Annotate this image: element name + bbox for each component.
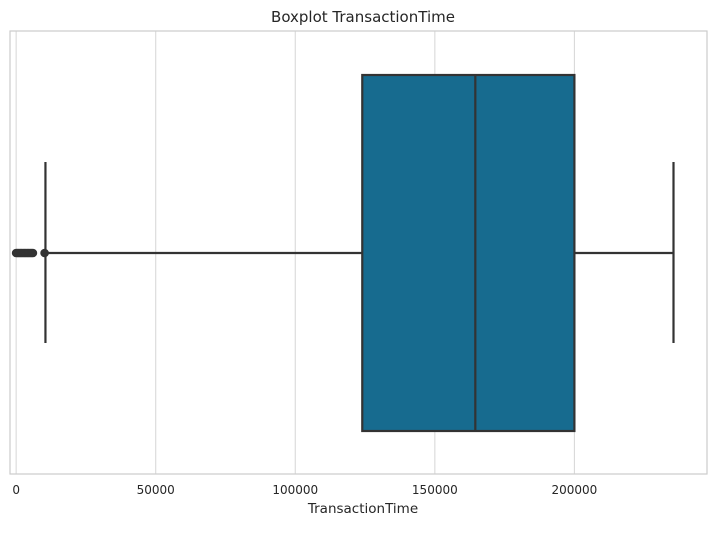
x-tick-label: 150000 [412,483,458,497]
tick-layer: 0 50000 100000 150000 200000 [12,483,597,497]
chart-title: Boxplot TransactionTime [271,8,455,26]
x-axis-label: TransactionTime [307,501,418,517]
outlier-point [40,248,49,258]
box-layer [44,73,675,433]
x-tick-label: 100000 [272,483,318,497]
x-tick-label: 0 [12,483,20,497]
interquartile-box [361,73,576,433]
x-tick-label: 200000 [552,483,598,497]
outlier-point [28,248,38,258]
plot-frame [9,30,708,475]
x-tick-label: 50000 [137,483,175,497]
outlier-layer [11,248,49,258]
